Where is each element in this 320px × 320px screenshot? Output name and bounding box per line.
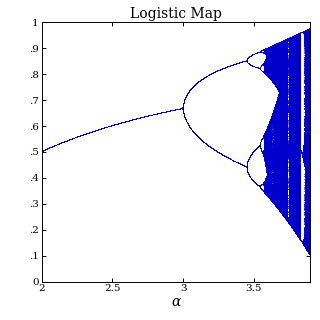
Title: Logistic Map: Logistic Map — [130, 7, 222, 21]
X-axis label: α: α — [171, 295, 181, 309]
